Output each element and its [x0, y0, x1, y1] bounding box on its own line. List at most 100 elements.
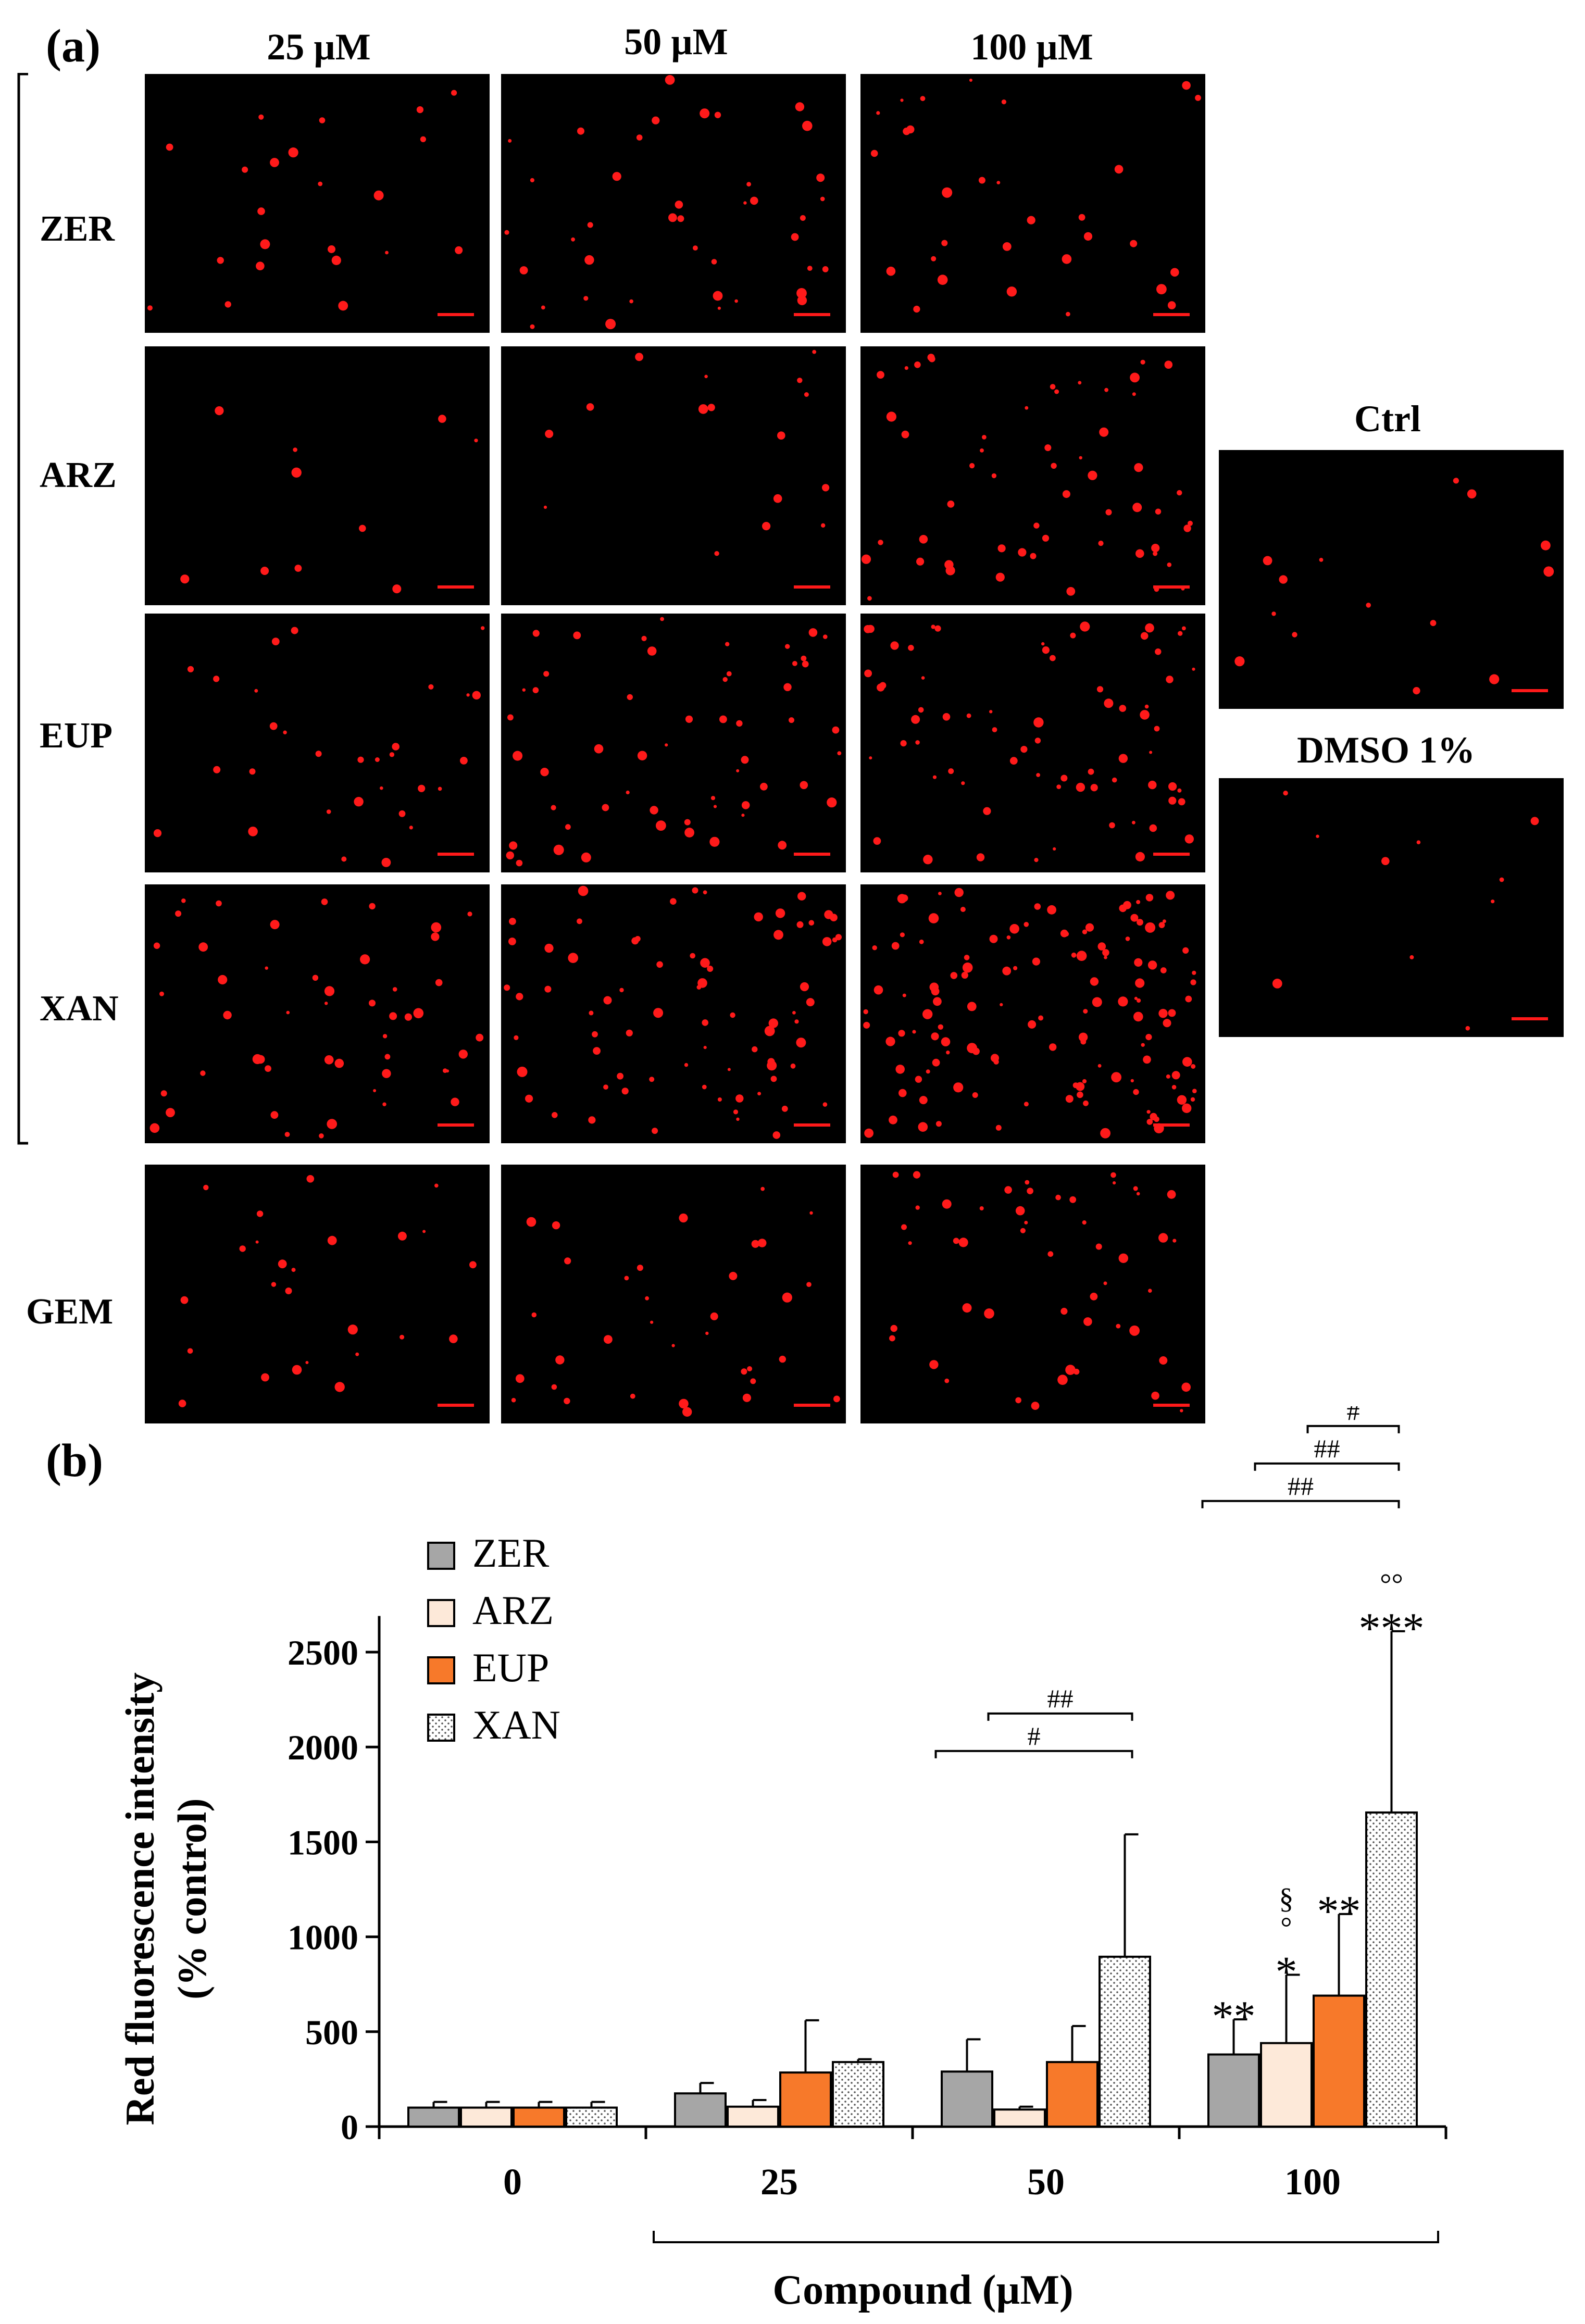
row-label-eup: EUP [40, 716, 113, 756]
x-tick-label: 100 [1284, 2161, 1341, 2203]
comparison-bracket [1254, 1462, 1400, 1471]
bar-eup-50 [1046, 2061, 1099, 2128]
scale-bar [438, 585, 474, 589]
row-label-xan: XAN [40, 989, 119, 1029]
y-tick-label: 500 [305, 2013, 358, 2052]
bar-arz-50 [993, 2108, 1046, 2128]
scale-bar [1512, 689, 1548, 692]
significance-mark: § [1279, 1882, 1294, 1915]
significance-mark: °° [1380, 1568, 1403, 1601]
significance-mark: ** [1212, 1992, 1256, 2041]
significance-mark: *** [1359, 1604, 1425, 1653]
scale-bar [794, 1404, 830, 1407]
row-label-arz: ARZ [40, 455, 117, 495]
bar-eup-100 [1313, 1994, 1365, 2128]
legend-label-zer: ZER [472, 1530, 549, 1576]
scale-bar [794, 853, 830, 856]
micrograph-ctrl [1219, 450, 1564, 709]
row-label-zer: ZER [40, 209, 115, 249]
bar-xan-0 [565, 2106, 618, 2128]
micrograph-dmso [1219, 778, 1564, 1037]
bar-zer-0 [407, 2106, 460, 2128]
significance-mark: ** [1317, 1887, 1361, 1935]
comparison-label: # [1347, 1406, 1360, 1426]
x-tick-label: 50 [1027, 2161, 1065, 2203]
bar-arz-0 [460, 2106, 513, 2128]
scale-bar [438, 313, 474, 316]
y-tick-label: 2500 [288, 1633, 358, 1672]
scale-bar [1153, 853, 1190, 856]
legend-label-xan: XAN [472, 1702, 560, 1747]
scale-bar [794, 1123, 830, 1127]
bar-eup-25 [779, 2071, 832, 2128]
y-tick-label: 0 [341, 2107, 358, 2147]
scale-bar [1512, 1017, 1548, 1020]
micrograph-arz-100 [860, 346, 1205, 605]
scale-bar [438, 1404, 474, 1407]
legend-label-arz: ARZ [472, 1588, 554, 1633]
x-axis-title: Compound (µM) [772, 2267, 1073, 2313]
control-label-dmso: DMSO 1% [1297, 729, 1475, 771]
panel-a-letter: (a) [46, 20, 101, 72]
micrograph-zer-25 [145, 74, 490, 333]
comparison-bracket [1201, 1500, 1400, 1508]
column-header-100: 100 µM [970, 26, 1093, 68]
micrograph-xan-50 [501, 884, 846, 1143]
y-tick-label: 1500 [288, 1822, 358, 1862]
micrograph-xan-25 [145, 884, 490, 1143]
comparison-label: ## [1047, 1684, 1074, 1713]
bar-zer-50 [941, 2070, 993, 2128]
bar-zer-25 [674, 2092, 727, 2128]
micrograph-eup-25 [145, 614, 490, 872]
y-tick-label: 1000 [288, 1918, 358, 1957]
legend-swatch-eup [427, 1656, 455, 1684]
legend-label-eup: EUP [472, 1645, 549, 1690]
comparison-bracket [987, 1712, 1133, 1721]
group-bracket [17, 73, 28, 1145]
bar-xan-25 [832, 2061, 884, 2128]
control-label-ctrl: Ctrl [1354, 398, 1421, 440]
micrograph-eup-100 [860, 614, 1205, 872]
x-tick-label: 0 [503, 2161, 522, 2203]
scale-bar [438, 853, 474, 856]
scale-bar [794, 585, 830, 589]
bar-arz-25 [727, 2105, 779, 2128]
x-tick-label: 25 [760, 2161, 798, 2203]
micrograph-arz-25 [145, 346, 490, 605]
bar-xan-100 [1365, 1811, 1418, 2128]
micrograph-gem-50 [501, 1165, 846, 1423]
scale-bar [1153, 585, 1190, 589]
panel-b-letter: (b) [46, 1435, 103, 1486]
row-label-gem: GEM [26, 1292, 114, 1332]
scale-bar [1153, 1123, 1190, 1127]
legend-swatch-arz [427, 1599, 455, 1627]
scale-bar [794, 313, 830, 316]
column-header-25: 25 µM [267, 26, 371, 68]
bar-zer-100 [1207, 2053, 1260, 2128]
y-tick-label: 2000 [288, 1728, 358, 1767]
comparison-label: ## [1314, 1434, 1340, 1463]
y-axis-title: Red fluorescence intensity (% control) [117, 1672, 215, 2125]
bar-xan-50 [1099, 1955, 1151, 2128]
significance-mark: ° [1280, 1911, 1292, 1944]
scale-bar [1153, 1404, 1190, 1407]
bar-chart: 0 500 1000 1500 2000 2500 0 25 50 100 Compound (µM… [117, 1406, 1447, 2313]
micrograph-zer-100 [860, 74, 1205, 333]
comparison-bracket [1306, 1425, 1400, 1433]
micrograph-eup-50 [501, 614, 846, 872]
micrograph-xan-100 [860, 884, 1205, 1143]
bar-eup-0 [513, 2106, 565, 2128]
bar-arz-100 [1260, 2042, 1313, 2128]
micrograph-arz-50 [501, 346, 846, 605]
comparison-bracket [934, 1750, 1133, 1758]
column-header-50: 50 µM [624, 21, 728, 63]
comparison-label: ## [1288, 1471, 1314, 1501]
legend-swatch-zer [427, 1542, 455, 1570]
x-group-bracket [653, 2231, 1439, 2243]
micrograph-gem-25 [145, 1165, 490, 1423]
scale-bar [1153, 313, 1190, 316]
legend-swatch-xan [427, 1714, 455, 1742]
scale-bar [438, 1123, 474, 1127]
micrograph-zer-50 [501, 74, 846, 333]
significance-mark: * [1276, 1947, 1297, 1996]
